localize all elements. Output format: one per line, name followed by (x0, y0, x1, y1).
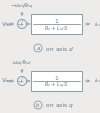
Text: $R_s + L_{sd}S$: $R_s + L_{sd}S$ (44, 24, 69, 33)
Text: a: a (36, 46, 40, 51)
Bar (30, 15, 82, 35)
Text: $-\omega_{dq}\Phi_{sq}$: $-\omega_{dq}\Phi_{sq}$ (10, 1, 34, 12)
Text: $V_{sq}$: $V_{sq}$ (1, 76, 12, 86)
Text: $i_{sq}$: $i_{sq}$ (94, 76, 100, 86)
Text: $V_{sd}$: $V_{sd}$ (1, 20, 12, 29)
Text: +: + (18, 22, 23, 27)
Text: +: + (18, 78, 23, 83)
Text: 1: 1 (54, 19, 58, 24)
Text: $R_s + L_{sq}S$: $R_s + L_{sq}S$ (44, 80, 69, 90)
Text: b: b (36, 103, 40, 108)
Text: $\omega_{dq}\Phi_{sd}$: $\omega_{dq}\Phi_{sd}$ (12, 58, 32, 68)
Text: $i_{sd}$: $i_{sd}$ (94, 20, 100, 29)
Text: on axis $q$: on axis $q$ (44, 101, 74, 109)
Bar (30, 71, 82, 91)
Text: 1: 1 (54, 75, 58, 80)
Text: on axis $d$: on axis $d$ (44, 45, 74, 53)
